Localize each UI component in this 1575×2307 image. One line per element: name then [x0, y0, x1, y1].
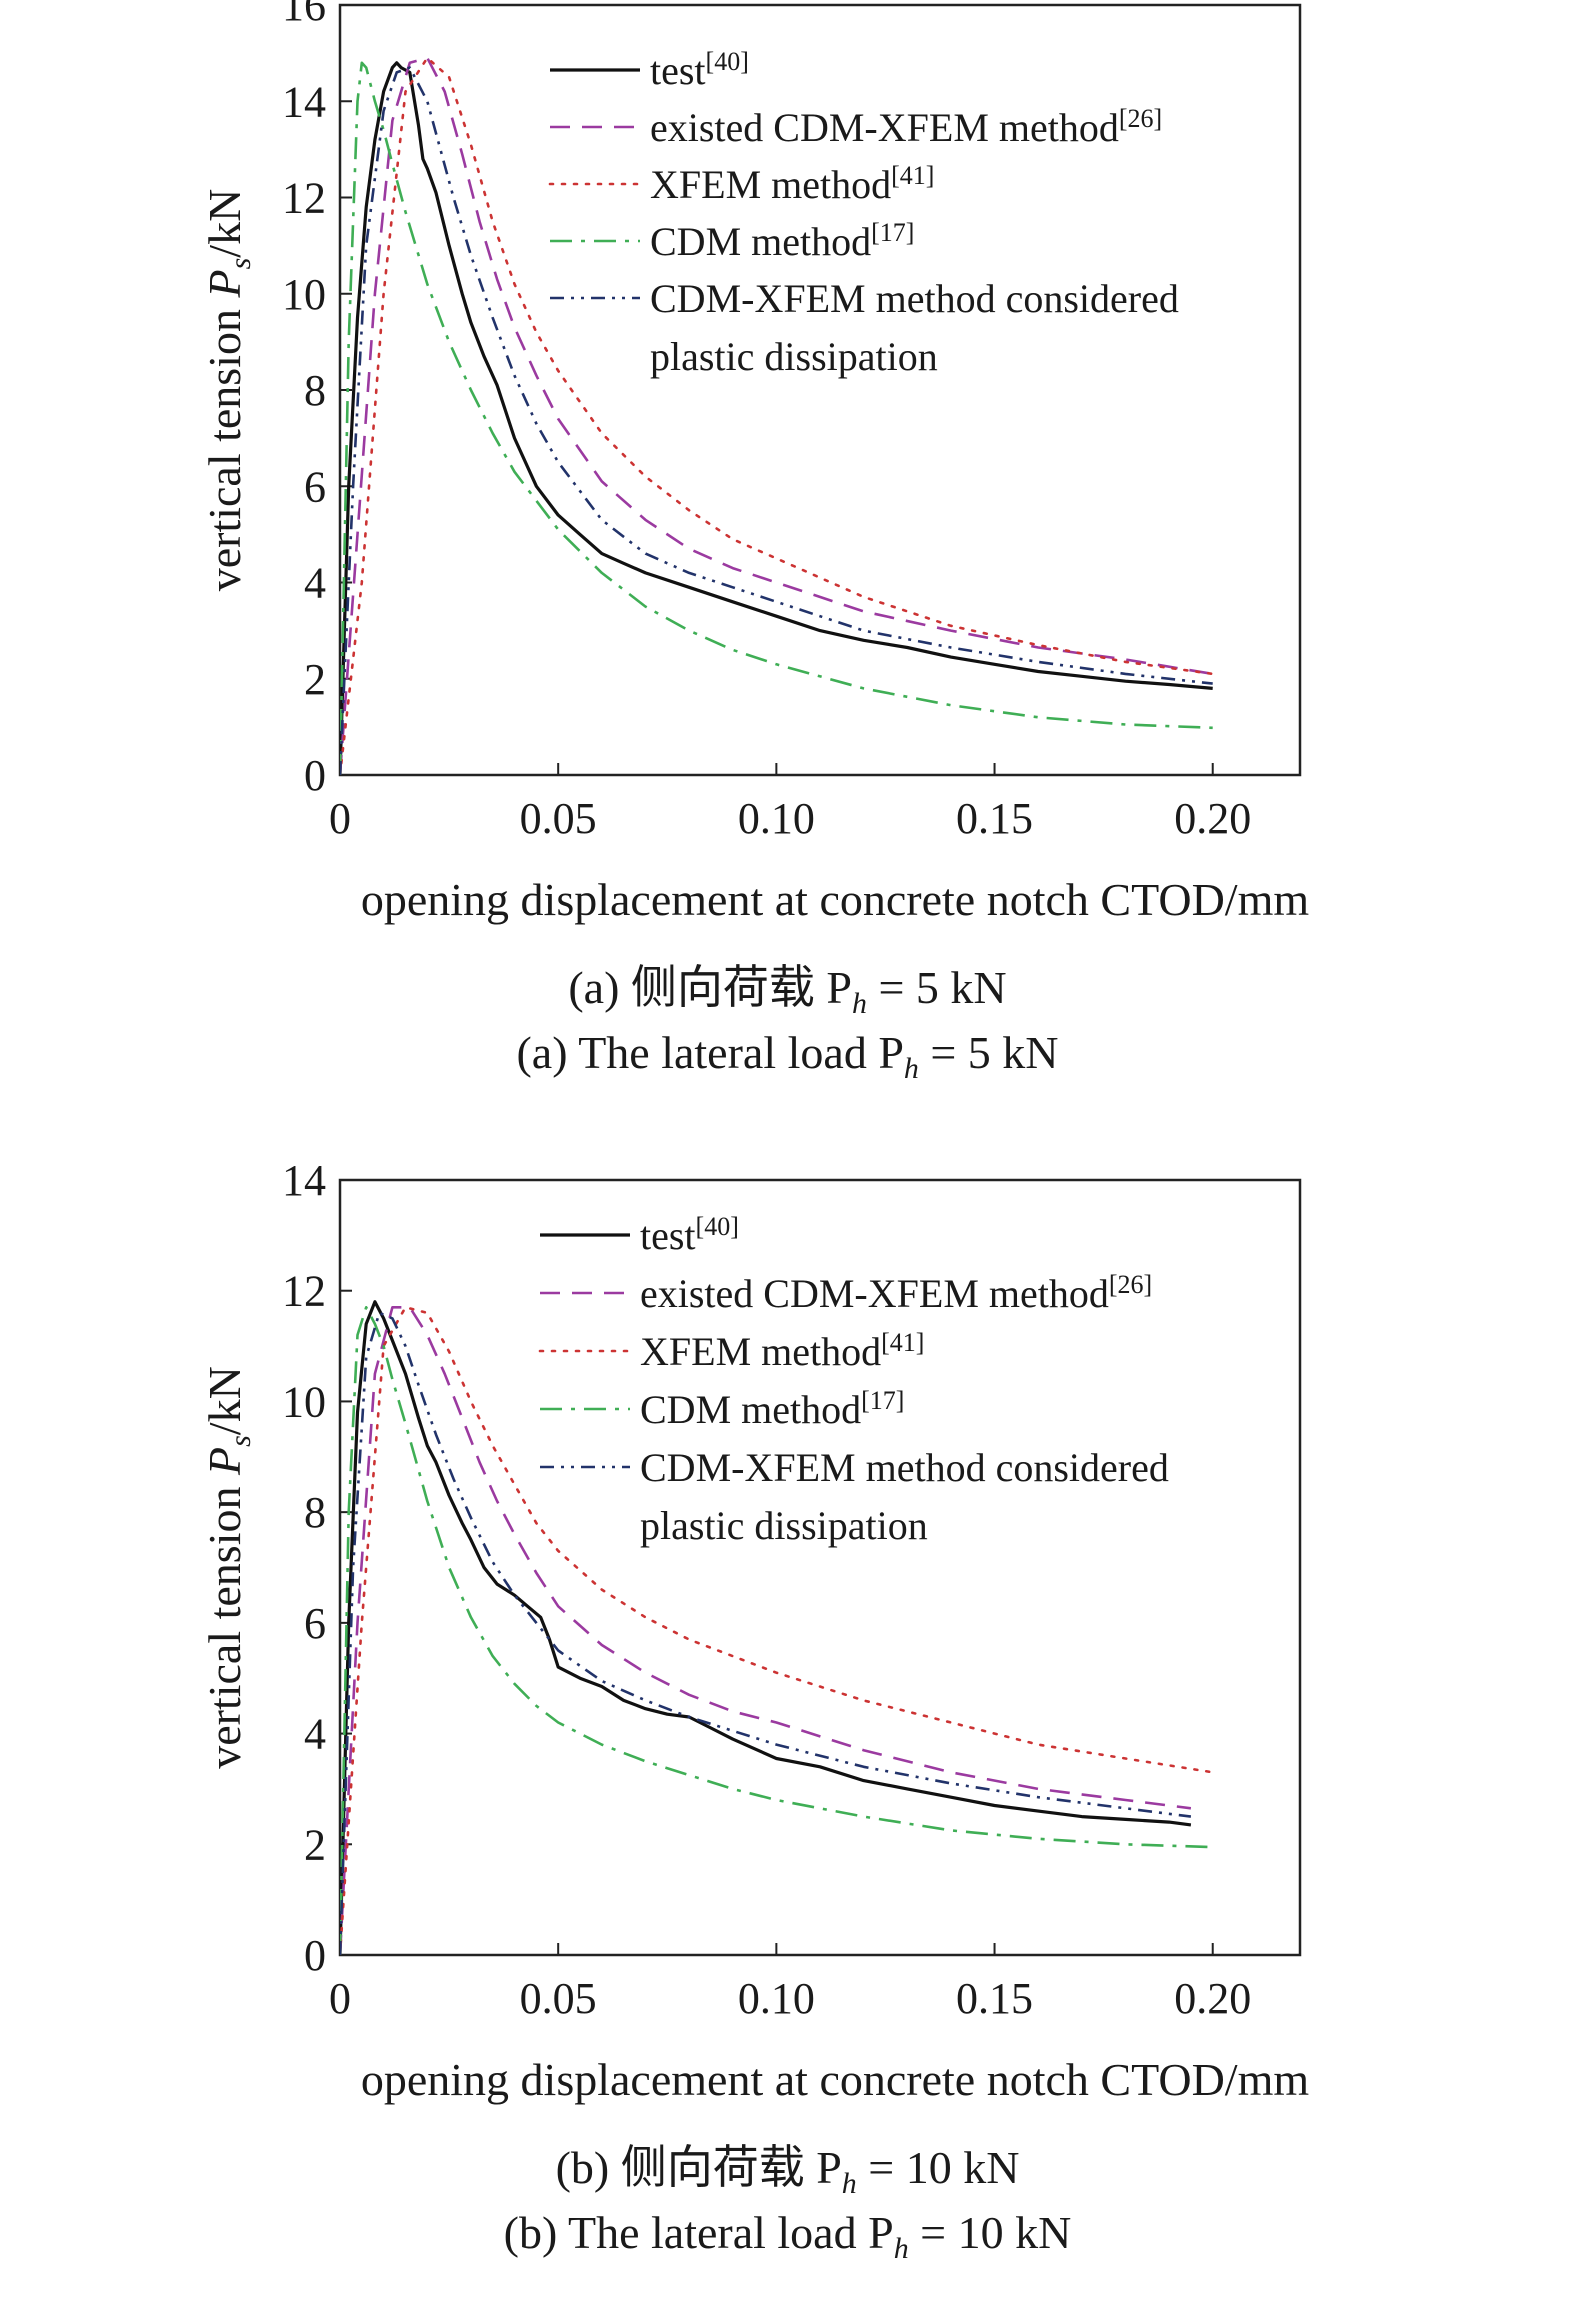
x-tick-label: 0.05	[520, 794, 597, 843]
y-axis-label: vertical tension Ps/kN	[199, 189, 257, 592]
caption-en-b: (b) The lateral load Ph = 10 kN	[503, 2207, 1072, 2266]
x-tick-label: 0.20	[1174, 1974, 1251, 2023]
y-tick-label: 0	[304, 1931, 326, 1980]
chart-panel-b: 0 2 4 6 8 10 12 14 0 0.05 0.10 0.15 0.20 opening disp…	[0, 1150, 1575, 2307]
chart-panel-a: 0 2 4 6 8 10 12 14 16 0 0.05 0.10 0.15 0.20 opening di…	[0, 0, 1575, 1150]
legend-label-cdm: CDM method[17]	[640, 1386, 904, 1432]
chart-a: 0 2 4 6 8 10 12 14 16 0 0.05 0.10 0.15 0.20 opening di…	[199, 0, 1309, 925]
series-line-xfem	[340, 56, 1214, 775]
series-line-cdm	[340, 1306, 1213, 1955]
x-tick-label: 0.05	[520, 1974, 597, 2023]
x-axis-label: opening displacement at concrete notch C…	[361, 2054, 1309, 2105]
x-tick-label: 0.10	[738, 794, 815, 843]
caption-zh-a: (a) 侧向荷载 Ph = 5 kN	[568, 962, 1007, 1021]
legend-label-test: test[40]	[650, 47, 749, 93]
series-line-pd	[340, 1311, 1192, 1955]
y-tick-label: 14	[282, 77, 326, 126]
y-tick-label: 10	[282, 1377, 326, 1426]
y-tick-label: 2	[304, 1820, 326, 1869]
y-tick-label: 16	[282, 0, 326, 30]
y-tick-label: 4	[304, 559, 326, 608]
y-axis-label: vertical tension Ps/kN	[199, 1366, 257, 1769]
chart-b: 0 2 4 6 8 10 12 14 0 0.05 0.10 0.15 0.20 opening disp…	[199, 1156, 1309, 2105]
y-tick-label: 14	[282, 1156, 326, 1205]
series-line-test	[340, 61, 1213, 775]
series-line-pd	[340, 66, 1213, 775]
series-line-xfem	[340, 1306, 1214, 1955]
y-tick-label: 10	[282, 270, 326, 319]
y-tick-label: 4	[304, 1710, 326, 1759]
legend-label-pd-line2: plastic dissipation	[640, 1503, 928, 1548]
x-tick-label: 0	[329, 794, 351, 843]
y-tick-label: 12	[282, 1267, 326, 1316]
caption-en-a: (a) The lateral load Ph = 5 kN	[516, 1027, 1059, 1086]
x-tick-label: 0.15	[956, 1974, 1033, 2023]
legend-label-pd: CDM-XFEM method considered	[640, 1445, 1169, 1490]
y-tick-label: 2	[304, 655, 326, 704]
legend-label-existed: existed CDM-XFEM method[26]	[640, 1270, 1152, 1316]
x-tick-label: 0.15	[956, 794, 1033, 843]
y-tick-label: 6	[304, 1599, 326, 1648]
y-tick-label: 8	[304, 366, 326, 415]
series-line-cdm	[340, 61, 1213, 775]
y-tick-label: 12	[282, 174, 326, 223]
caption-zh-b: (b) 侧向荷载 Ph = 10 kN	[555, 2142, 1020, 2201]
y-tick-label: 8	[304, 1488, 326, 1537]
x-tick-label: 0.10	[738, 1974, 815, 2023]
series-line-existed	[340, 1306, 1192, 1955]
legend-label-xfem: XFEM method[41]	[650, 161, 934, 207]
legend-label-pd-line2: plastic dissipation	[650, 334, 938, 379]
legend-label-pd: CDM-XFEM method considered	[650, 276, 1179, 321]
plot-frame	[338, 1178, 1302, 1957]
y-tick-label: 0	[304, 751, 326, 800]
x-axis-label: opening displacement at concrete notch C…	[361, 874, 1309, 925]
series-line-existed	[340, 56, 1213, 775]
series-line-test	[340, 1300, 1192, 1955]
legend-label-cdm: CDM method[17]	[650, 218, 914, 264]
legend-label-existed: existed CDM-XFEM method[26]	[650, 104, 1162, 150]
legend-label-test: test[40]	[640, 1212, 739, 1258]
y-tick-label: 6	[304, 462, 326, 511]
x-tick-label: 0	[329, 1974, 351, 2023]
legend-label-xfem: XFEM method[41]	[640, 1328, 924, 1374]
x-tick-label: 0.20	[1174, 794, 1251, 843]
